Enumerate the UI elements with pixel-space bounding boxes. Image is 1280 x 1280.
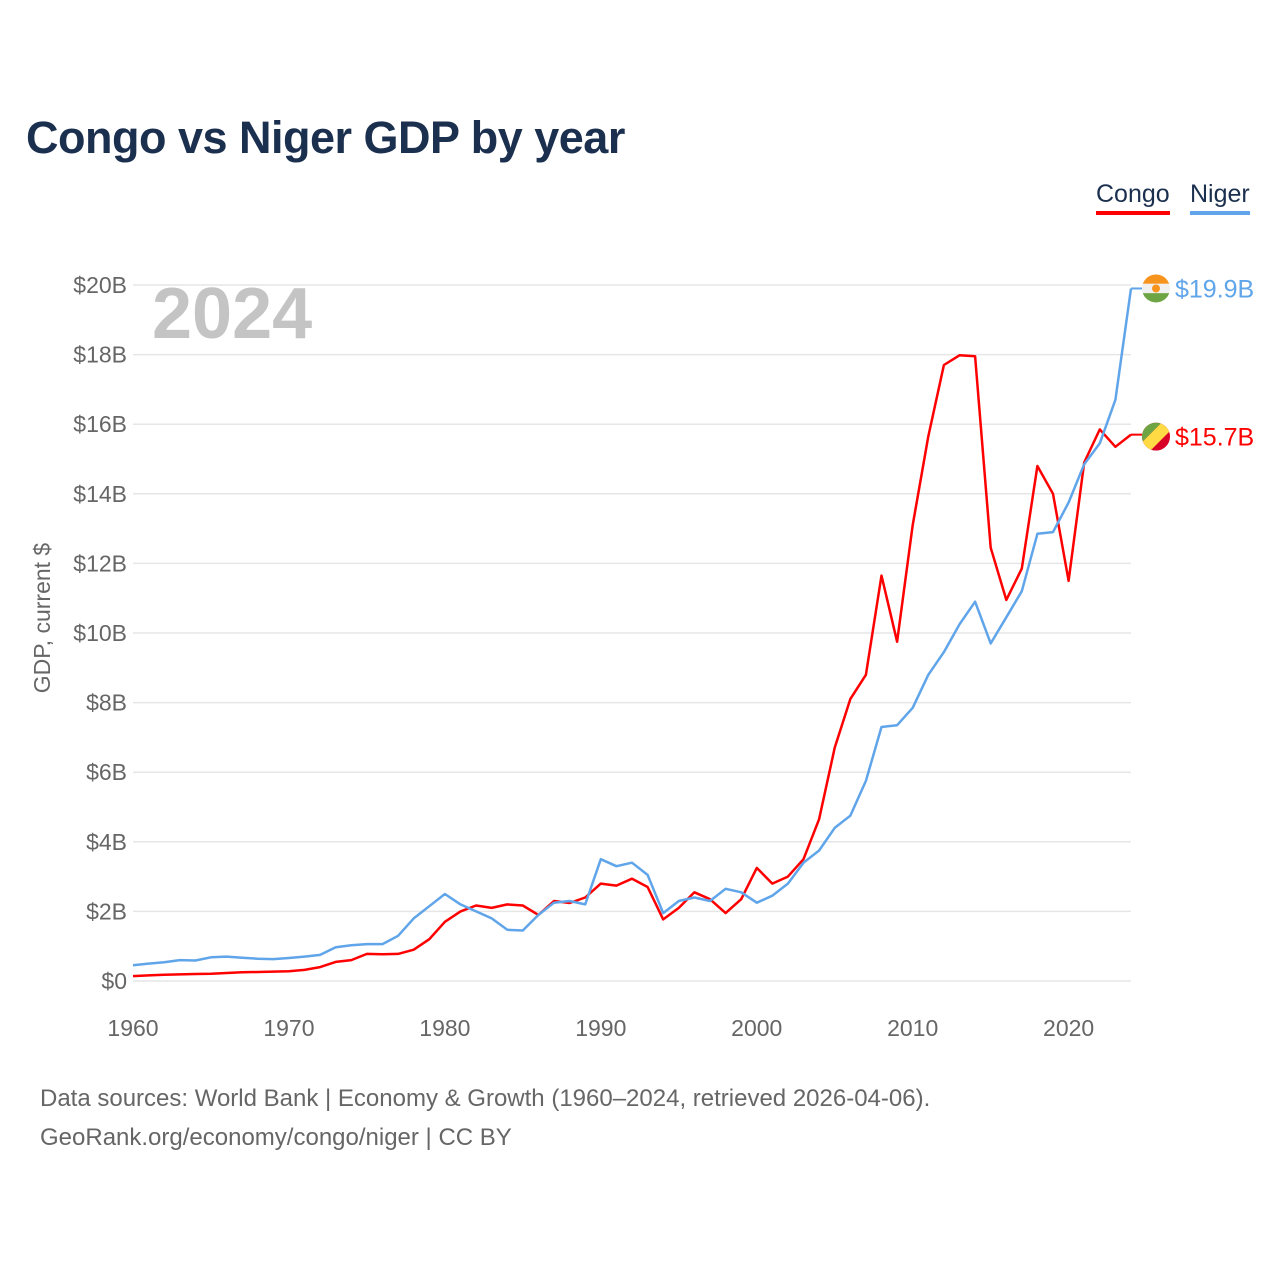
- x-tick-label: 2010: [887, 1015, 938, 1041]
- x-axis-ticks: 1960 1970 1980 1990 2000 2010 2020: [107, 1015, 1094, 1041]
- legend-congo[interactable]: Congo: [1096, 180, 1170, 215]
- legend-niger[interactable]: Niger: [1190, 180, 1250, 215]
- x-tick-label: 2020: [1043, 1015, 1094, 1041]
- y-tick-label: $10B: [73, 620, 127, 646]
- y-tick-label: $2B: [86, 898, 127, 924]
- y-tick-label: $6B: [86, 759, 127, 785]
- footer-sources: Data sources: World Bank | Economy & Gro…: [40, 1085, 931, 1112]
- y-axis-ticks: $0 $2B $4B $6B $8B $10B $12B $14B $16B $18B $20B: [73, 272, 127, 994]
- x-tick-label: 1990: [575, 1015, 626, 1041]
- series-line-niger: [132, 288, 1133, 967]
- niger-flag-icon: [1142, 274, 1170, 303]
- x-tick-label: 1960: [107, 1015, 158, 1041]
- congo-flag-icon: [1142, 422, 1170, 451]
- series-end-labels: $15.7B $19.9B: [1131, 274, 1254, 452]
- y-tick-label: $14B: [73, 481, 127, 507]
- end-value-label-congo: $15.7B: [1175, 424, 1254, 452]
- y-tick-label: $12B: [73, 550, 127, 576]
- year-watermark: 2024: [152, 274, 312, 354]
- series-line-congo: [132, 354, 1132, 978]
- y-tick-label: $20B: [73, 272, 127, 298]
- y-tick-label: $18B: [73, 342, 127, 368]
- y-tick-label: $0: [101, 968, 127, 994]
- chart-title: Congo vs Niger GDP by year: [26, 112, 625, 163]
- x-tick-label: 1970: [263, 1015, 314, 1041]
- grid-lines: [133, 284, 1131, 982]
- y-axis-label: GDP, current $: [29, 543, 55, 694]
- x-tick-label: 1980: [419, 1015, 470, 1041]
- footer-link[interactable]: GeoRank.org/economy/congo/niger | CC BY: [40, 1124, 512, 1151]
- y-tick-label: $4B: [86, 829, 127, 855]
- y-tick-label: $8B: [86, 690, 127, 716]
- series-lines: [132, 288, 1133, 978]
- y-tick-label: $16B: [73, 411, 127, 437]
- end-value-label-niger: $19.9B: [1175, 275, 1254, 303]
- x-tick-label: 2000: [731, 1015, 782, 1041]
- gdp-line-chart: $0 $2B $4B $6B $8B $10B $12B $14B $16B $18B $20B 1…: [29, 272, 1254, 1041]
